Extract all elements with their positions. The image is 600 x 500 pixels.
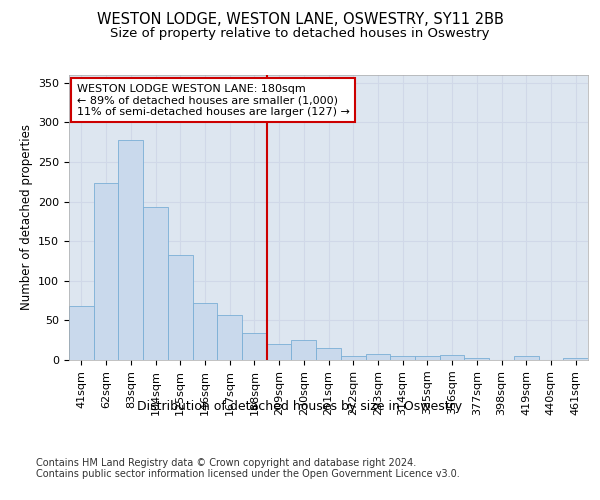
Bar bbox=[193, 303, 217, 360]
Text: WESTON LODGE WESTON LANE: 180sqm
← 89% of detached houses are smaller (1,000)
11: WESTON LODGE WESTON LANE: 180sqm ← 89% o… bbox=[77, 84, 350, 116]
Bar bbox=[514, 356, 539, 360]
Bar bbox=[341, 356, 365, 360]
Y-axis label: Number of detached properties: Number of detached properties bbox=[20, 124, 32, 310]
Bar bbox=[267, 344, 292, 360]
Text: Contains HM Land Registry data © Crown copyright and database right 2024.
Contai: Contains HM Land Registry data © Crown c… bbox=[36, 458, 460, 479]
Bar bbox=[440, 355, 464, 360]
Text: Distribution of detached houses by size in Oswestry: Distribution of detached houses by size … bbox=[137, 400, 463, 413]
Text: Size of property relative to detached houses in Oswestry: Size of property relative to detached ho… bbox=[110, 28, 490, 40]
Bar bbox=[217, 315, 242, 360]
Bar bbox=[168, 254, 193, 360]
Bar bbox=[242, 333, 267, 360]
Bar bbox=[563, 358, 588, 360]
Bar bbox=[118, 140, 143, 360]
Bar bbox=[316, 348, 341, 360]
Bar bbox=[415, 356, 440, 360]
Bar bbox=[365, 354, 390, 360]
Bar bbox=[464, 358, 489, 360]
Bar bbox=[143, 207, 168, 360]
Bar bbox=[390, 356, 415, 360]
Bar bbox=[292, 340, 316, 360]
Text: WESTON LODGE, WESTON LANE, OSWESTRY, SY11 2BB: WESTON LODGE, WESTON LANE, OSWESTRY, SY1… bbox=[97, 12, 503, 28]
Bar bbox=[69, 306, 94, 360]
Bar bbox=[94, 182, 118, 360]
